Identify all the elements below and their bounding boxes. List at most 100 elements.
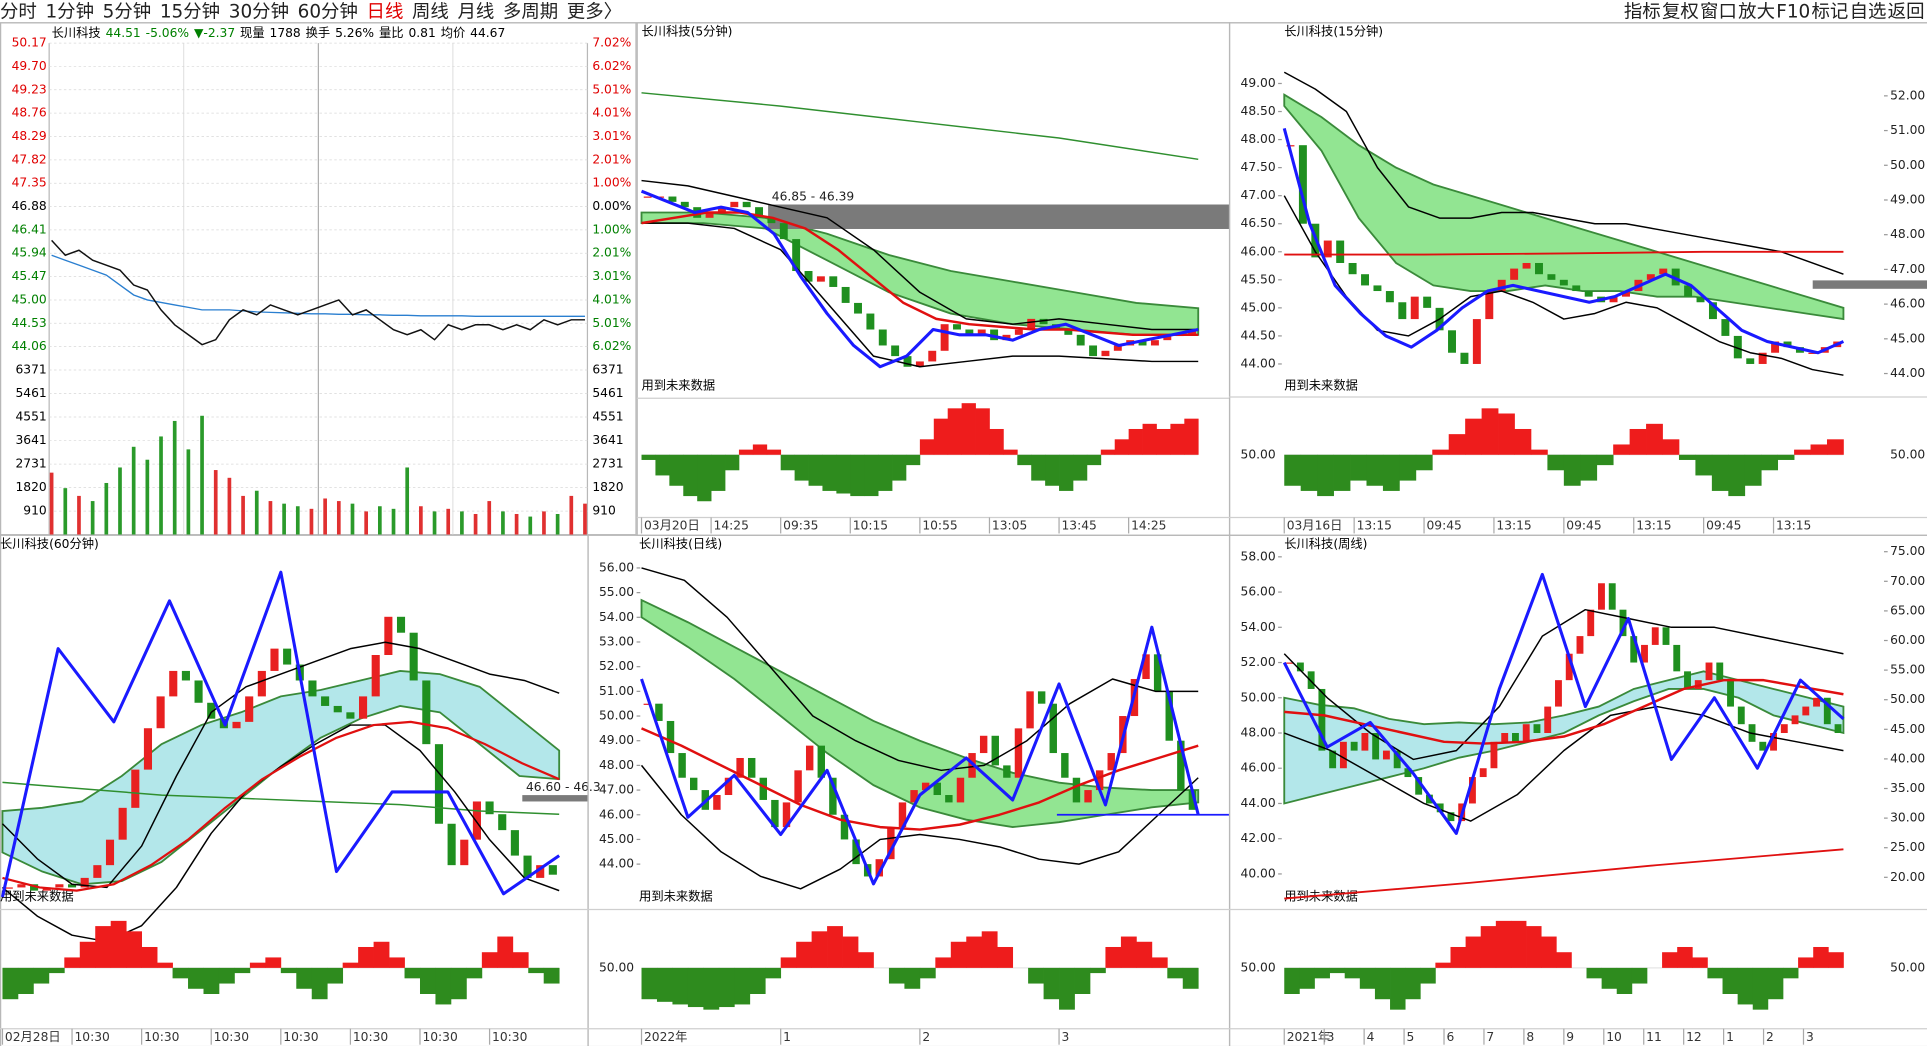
- header-field: 0.81: [408, 26, 435, 40]
- toolbar-tab[interactable]: 30分钟: [229, 1, 289, 22]
- volume-bar: [254, 490, 259, 535]
- candle: [643, 703, 652, 705]
- toolbar-tab[interactable]: 周线: [412, 1, 449, 22]
- candle: [1003, 765, 1011, 778]
- osc-bar: [1031, 454, 1046, 481]
- candle: [779, 223, 788, 240]
- toolbar-tab[interactable]: 月线: [457, 1, 494, 22]
- osc-bar: [905, 454, 921, 466]
- vol-tick-label: 6371: [15, 362, 46, 376]
- candle: [1771, 341, 1780, 353]
- candle: [270, 648, 279, 671]
- band: [640, 598, 1200, 829]
- osc-bar: [827, 926, 843, 968]
- osc-bar: [1498, 413, 1515, 455]
- pct-label: 2.01%: [592, 152, 631, 166]
- toolbar-tab[interactable]: 5分钟: [103, 1, 152, 22]
- toolbar-tool[interactable]: 返回: [1888, 1, 1925, 22]
- toolbar-tool[interactable]: 标记: [1812, 1, 1849, 22]
- vol-tick-label: 4551: [15, 410, 46, 424]
- y2-tick-label: 52.00: [1890, 88, 1925, 102]
- osc-bar: [1284, 967, 1300, 994]
- toolbar-tool[interactable]: 窗口: [1700, 1, 1737, 22]
- volume-bar: [77, 495, 81, 535]
- osc-bar: [1481, 408, 1499, 455]
- volume-bar: [159, 436, 163, 535]
- candle: [1641, 644, 1648, 663]
- toolbar-tool[interactable]: 指标: [1624, 1, 1661, 22]
- osc-bar: [734, 967, 751, 1005]
- candle: [1385, 291, 1394, 303]
- y-tick-label: 47.35: [12, 176, 47, 190]
- osc-bar: [766, 449, 782, 455]
- osc-bar: [2, 967, 19, 1000]
- osc-bar: [512, 952, 529, 968]
- volume-bar: [514, 513, 519, 535]
- candle: [933, 782, 941, 796]
- y-tick-label: 51.00: [599, 684, 634, 698]
- candle: [1150, 340, 1159, 346]
- candle: [1485, 291, 1494, 320]
- toolbar-tab[interactable]: 60分钟: [298, 1, 358, 22]
- candle: [1780, 724, 1788, 734]
- candle: [1651, 627, 1659, 645]
- indicator-line: [641, 567, 1199, 772]
- candle: [1425, 794, 1433, 804]
- candle: [422, 680, 431, 745]
- candle: [118, 807, 127, 840]
- toolbar-tool[interactable]: 复权: [1662, 1, 1699, 22]
- candle: [1501, 733, 1509, 742]
- y2-tick-label: 50.00: [1890, 158, 1925, 172]
- osc-bar: [933, 418, 949, 455]
- y2-tick-label: 30.00: [1890, 811, 1925, 825]
- osc-bar: [1432, 449, 1450, 455]
- band: [1283, 93, 1845, 321]
- toolbar-tab[interactable]: 日线: [367, 1, 404, 22]
- time-label: 10:30: [353, 1030, 388, 1044]
- candle: [968, 753, 976, 778]
- toolbar-tab[interactable]: 1分钟: [45, 1, 94, 22]
- osc-bar: [1045, 454, 1060, 486]
- osc-bar: [947, 408, 962, 455]
- toolbar-tab[interactable]: 分时: [0, 1, 37, 22]
- toolbar-tool[interactable]: 放大: [1738, 1, 1775, 22]
- candle: [977, 329, 986, 335]
- time-label: 9: [1566, 1030, 1574, 1044]
- osc-bar: [888, 967, 905, 984]
- osc-bar: [203, 967, 220, 994]
- candle: [1382, 750, 1390, 760]
- candle: [1410, 296, 1419, 320]
- header-field: 换手: [306, 26, 331, 40]
- time-label: 14:25: [1131, 519, 1166, 533]
- candle: [371, 655, 380, 697]
- toolbar-tab[interactable]: 更多〉: [567, 1, 622, 22]
- osc-bar: [48, 967, 65, 974]
- toolbar-tab[interactable]: 15分钟: [160, 1, 220, 22]
- volume-bar: [200, 415, 204, 535]
- osc-bar: [1556, 952, 1572, 968]
- volume-bar: [555, 513, 560, 535]
- toolbar-tool[interactable]: 自选: [1850, 1, 1887, 22]
- osc-bar: [1390, 967, 1406, 1010]
- toolbar-tool[interactable]: F10: [1776, 1, 1810, 22]
- osc-bar: [435, 967, 452, 1005]
- candle: [680, 201, 689, 208]
- osc-bar: [697, 454, 712, 502]
- osc-bar: [780, 454, 795, 471]
- vol-tick-label: 4551: [592, 410, 623, 424]
- pct-label: 4.01%: [592, 292, 631, 306]
- candle: [1460, 352, 1469, 364]
- time-label: 10:15: [853, 519, 888, 533]
- osc-bar: [1170, 423, 1185, 455]
- panel-title: 长川科技(5分钟): [642, 24, 733, 39]
- candle: [1049, 703, 1057, 754]
- y-tick-label: 45.94: [12, 246, 47, 260]
- candle: [1336, 240, 1345, 263]
- candle: [321, 696, 330, 706]
- toolbar-tab[interactable]: 多周期: [503, 1, 558, 22]
- time-label: 1: [783, 1030, 791, 1044]
- y-tick-label: 53.00: [599, 634, 634, 648]
- y-tick-label: 46.00: [599, 807, 634, 821]
- candle: [1733, 335, 1742, 359]
- osc-bar: [808, 454, 823, 486]
